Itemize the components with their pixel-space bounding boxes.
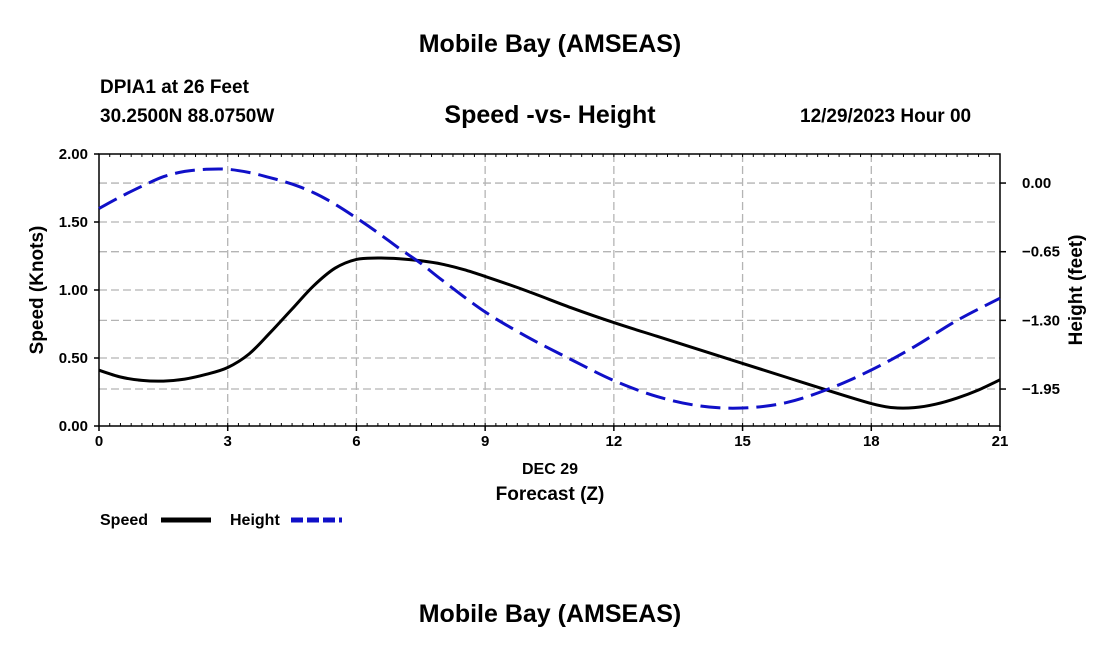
y2-tick-label: −0.65 xyxy=(1022,244,1060,261)
x-tick-label: 15 xyxy=(734,433,751,450)
y2-tick-label: −1.95 xyxy=(1022,381,1060,398)
x-tick-label: 6 xyxy=(352,433,360,450)
x-date-label: DEC 29 xyxy=(522,461,578,478)
footer-title: Mobile Bay (AMSEAS) xyxy=(418,600,682,628)
axis-ticks: 0 3 6 9 12 15 18 21 0.00 0.50 1.00 1.50 2.00 0.00 −0.6… xyxy=(59,146,1060,450)
y2-tick-label: −1.30 xyxy=(1022,312,1060,329)
datetime-label: 12/29/2023 Hour 00 xyxy=(800,106,972,127)
chart-title: Mobile Bay (AMSEAS) xyxy=(418,30,682,58)
y-tick-label: 1.50 xyxy=(59,214,88,231)
x-tick-label: 12 xyxy=(606,433,623,450)
legend: Speed Height xyxy=(100,512,342,529)
coordinates-label: 30.2500N 88.0750W xyxy=(100,106,275,127)
y2-tick-label: 0.00 xyxy=(1022,175,1051,192)
y-tick-label: 0.00 xyxy=(59,418,88,435)
x-tick-label: 0 xyxy=(95,433,103,450)
series-line-speed xyxy=(98,256,1001,410)
series-group xyxy=(98,167,1001,410)
x-tick-label: 21 xyxy=(992,433,1009,450)
grid-lines xyxy=(99,154,1000,426)
axis-labels: DEC 29 Forecast (Z) Speed (Knots) Height… xyxy=(27,226,1087,505)
plot-frame xyxy=(98,153,1001,427)
chart-subtitle: Speed -vs- Height xyxy=(444,101,656,129)
y-tick-label: 2.00 xyxy=(59,146,88,163)
y-axis-label: Speed (Knots) xyxy=(27,226,48,355)
legend-label-height: Height xyxy=(230,512,280,529)
y2-axis-label: Height (feet) xyxy=(1066,235,1087,346)
legend-label-speed: Speed xyxy=(100,512,148,529)
station-label: DPIA1 at 26 Feet xyxy=(100,77,249,98)
x-tick-label: 9 xyxy=(481,433,489,450)
x-tick-label: 18 xyxy=(863,433,880,450)
x-tick-label: 3 xyxy=(224,433,232,450)
series-line-height xyxy=(98,167,1001,410)
x-axis-label: Forecast (Z) xyxy=(496,484,605,505)
y-tick-label: 1.00 xyxy=(59,282,88,299)
y-tick-label: 0.50 xyxy=(59,350,88,367)
